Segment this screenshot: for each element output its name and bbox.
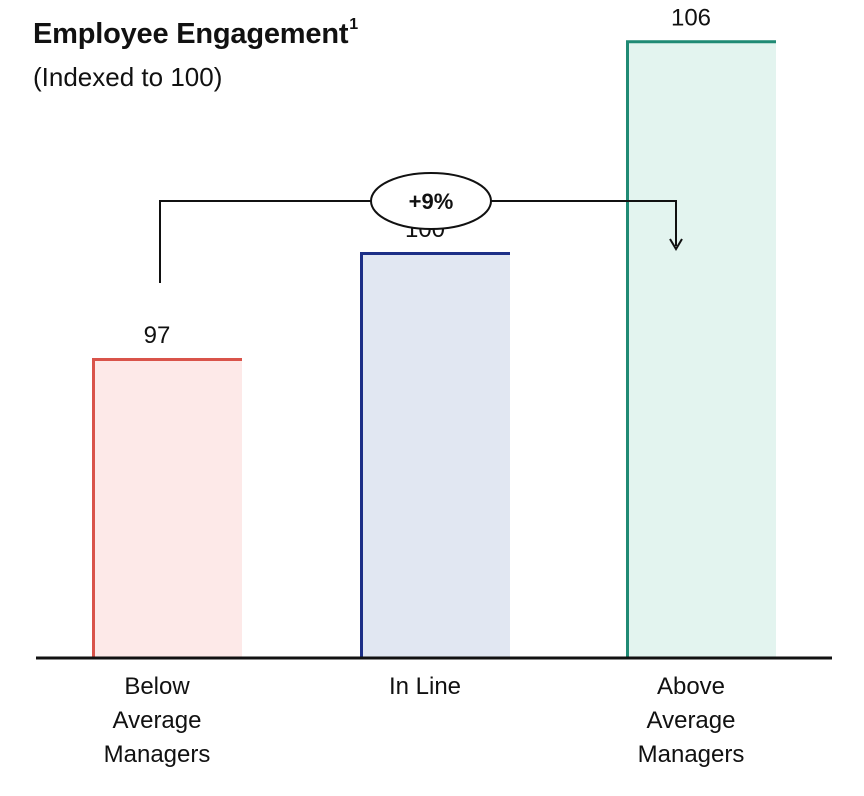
value-label-1: 97 [144,322,171,349]
bracket-arrowhead [669,238,683,251]
category-label-3-line-1: Above [657,673,725,700]
category-label-2-line-1: In Line [389,673,461,700]
value-label-3: 106 [671,4,711,31]
category-label-1-line-2: Average [113,707,202,734]
category-label-1-line-3: Managers [104,741,211,768]
bar-outline-3 [626,40,776,658]
title-footnote: 1 [349,16,358,33]
category-label-3-line-2: Average [647,707,736,734]
bar-outline-1 [92,357,242,658]
chart-subtitle: (Indexed to 100) [33,62,223,92]
bracket-left-line [159,200,371,283]
bar-3 [626,40,776,658]
category-label-3-line-3: Managers [638,741,745,768]
bracket-right-line [491,200,677,246]
bar-1 [92,357,242,658]
bar-outline-2 [360,252,510,658]
category-label-1-line-1: Below [124,673,190,700]
change-badge [370,172,492,230]
chart-title: Employee Engagement1 [33,16,358,50]
change-badge-label: +9% [409,189,454,214]
bar-2 [360,252,510,659]
